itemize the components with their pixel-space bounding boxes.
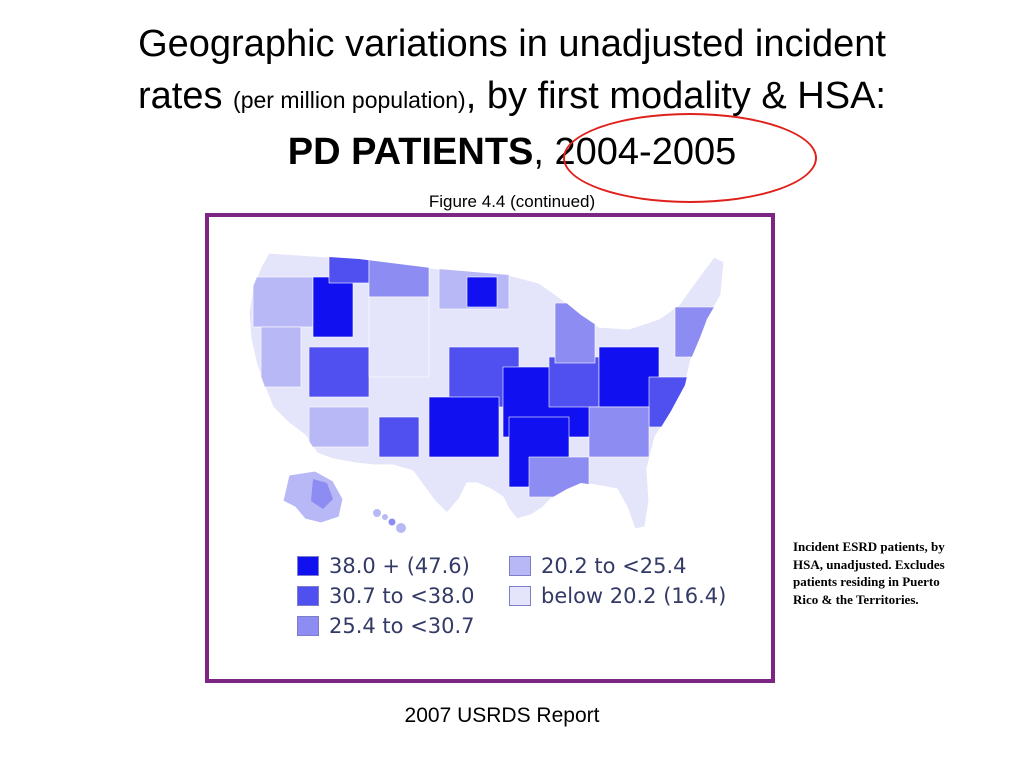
title-line-3: PD PATIENTS, 2004-2005 <box>0 126 1024 178</box>
title-per-million: (per million population) <box>233 87 466 113</box>
title-rates: rates <box>138 75 223 117</box>
legend-label: below 20.2 (16.4) <box>541 584 727 608</box>
map-note: Incident ESRD patients, by HSA, unadjust… <box>793 539 945 607</box>
year-highlight-circle <box>563 113 817 203</box>
legend-label: 25.4 to <30.7 <box>329 614 475 638</box>
legend-swatch <box>297 616 319 636</box>
title-comma-1: , <box>465 75 477 117</box>
title-modality: by first modality & HSA: <box>486 75 886 117</box>
slide-title: Geographic variations in unadjusted inci… <box>0 18 1024 178</box>
legend-swatch <box>297 586 319 606</box>
figure-reference: Figure 4.4 (continued) <box>428 192 596 211</box>
map-frame: 38.0 + (47.6) 30.7 to <38.0 25.4 to <30.… <box>205 213 775 683</box>
title-pd-patients: PD PATIENTS <box>287 131 534 173</box>
legend-swatch <box>509 586 531 606</box>
legend-label: 30.7 to <38.0 <box>329 584 475 608</box>
legend-label: 20.2 to <25.4 <box>541 554 687 578</box>
legend-label: 38.0 + (47.6) <box>329 554 470 578</box>
alaska <box>282 470 344 524</box>
legend-swatch <box>297 556 319 576</box>
title-text-1: Geographic variations in unadjusted inci… <box>138 23 886 65</box>
title-comma-2: , <box>533 131 544 173</box>
hawaii <box>373 509 406 533</box>
legend-swatch <box>509 556 531 576</box>
contiguous-us <box>248 252 725 530</box>
title-line-2: rates (per million population), by first… <box>0 70 1024 126</box>
title-line-1: Geographic variations in unadjusted inci… <box>0 18 1024 70</box>
us-choropleth-map <box>248 252 725 533</box>
source-citation: 2007 USRDS Report <box>404 704 600 727</box>
